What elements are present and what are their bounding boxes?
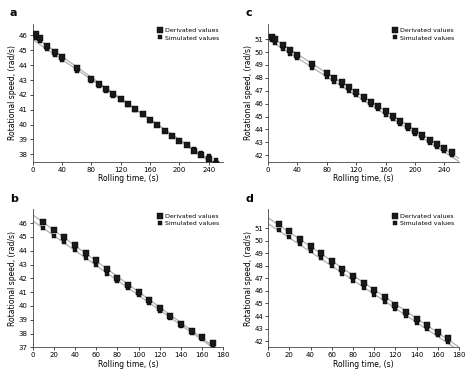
X-axis label: Rolling time, (s): Rolling time, (s) xyxy=(333,174,394,183)
Legend: Derivated values, Simulated values: Derivated values, Simulated values xyxy=(392,27,456,42)
X-axis label: Rolling time, (s): Rolling time, (s) xyxy=(98,360,158,369)
Text: c: c xyxy=(245,8,252,18)
Text: d: d xyxy=(245,194,253,204)
Y-axis label: Rotational speed, (rad/s): Rotational speed, (rad/s) xyxy=(244,231,253,326)
Text: a: a xyxy=(9,8,17,18)
X-axis label: Rolling time, (s): Rolling time, (s) xyxy=(98,174,158,183)
Text: b: b xyxy=(9,194,18,204)
Y-axis label: Rotational speed, (rad/s): Rotational speed, (rad/s) xyxy=(244,45,253,140)
Legend: Derivated values, Simulated values: Derivated values, Simulated values xyxy=(156,27,220,42)
Legend: Derivated values, Simulated values: Derivated values, Simulated values xyxy=(156,213,220,228)
Legend: Derivated values, Simulated values: Derivated values, Simulated values xyxy=(392,213,456,228)
Y-axis label: Rotational speed, (rad/s): Rotational speed, (rad/s) xyxy=(9,45,18,140)
X-axis label: Rolling time, (s): Rolling time, (s) xyxy=(333,360,394,369)
Y-axis label: Rotational speed, (rad/s): Rotational speed, (rad/s) xyxy=(9,231,18,326)
